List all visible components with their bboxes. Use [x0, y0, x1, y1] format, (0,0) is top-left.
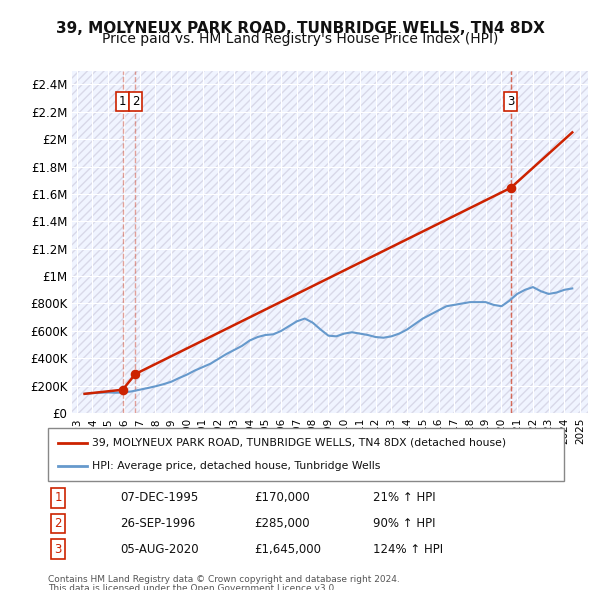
- Text: 07-DEC-1995: 07-DEC-1995: [120, 491, 199, 504]
- Text: 90% ↑ HPI: 90% ↑ HPI: [373, 517, 436, 530]
- Point: [506, 183, 515, 192]
- Text: £1,645,000: £1,645,000: [254, 543, 322, 556]
- Text: Contains HM Land Registry data © Crown copyright and database right 2024.: Contains HM Land Registry data © Crown c…: [48, 575, 400, 584]
- Text: 2: 2: [131, 95, 139, 108]
- Text: 21% ↑ HPI: 21% ↑ HPI: [373, 491, 436, 504]
- Text: 39, MOLYNEUX PARK ROAD, TUNBRIDGE WELLS, TN4 8DX (detached house): 39, MOLYNEUX PARK ROAD, TUNBRIDGE WELLS,…: [92, 438, 506, 448]
- Text: HPI: Average price, detached house, Tunbridge Wells: HPI: Average price, detached house, Tunb…: [92, 461, 380, 471]
- Text: 1: 1: [119, 95, 127, 108]
- Text: 2: 2: [55, 517, 62, 530]
- Text: 26-SEP-1996: 26-SEP-1996: [120, 517, 196, 530]
- Point: [131, 369, 140, 379]
- Text: 1: 1: [55, 491, 62, 504]
- Text: This data is licensed under the Open Government Licence v3.0.: This data is licensed under the Open Gov…: [48, 584, 337, 590]
- Text: Price paid vs. HM Land Registry's House Price Index (HPI): Price paid vs. HM Land Registry's House …: [102, 32, 498, 47]
- Text: 124% ↑ HPI: 124% ↑ HPI: [373, 543, 443, 556]
- Bar: [72, 71, 588, 413]
- Text: 05-AUG-2020: 05-AUG-2020: [120, 543, 199, 556]
- Text: 3: 3: [507, 95, 514, 108]
- Text: £285,000: £285,000: [254, 517, 310, 530]
- Text: 39, MOLYNEUX PARK ROAD, TUNBRIDGE WELLS, TN4 8DX: 39, MOLYNEUX PARK ROAD, TUNBRIDGE WELLS,…: [56, 21, 544, 35]
- Point: [118, 385, 127, 395]
- FancyBboxPatch shape: [48, 428, 564, 481]
- Text: 3: 3: [55, 543, 62, 556]
- Text: £170,000: £170,000: [254, 491, 310, 504]
